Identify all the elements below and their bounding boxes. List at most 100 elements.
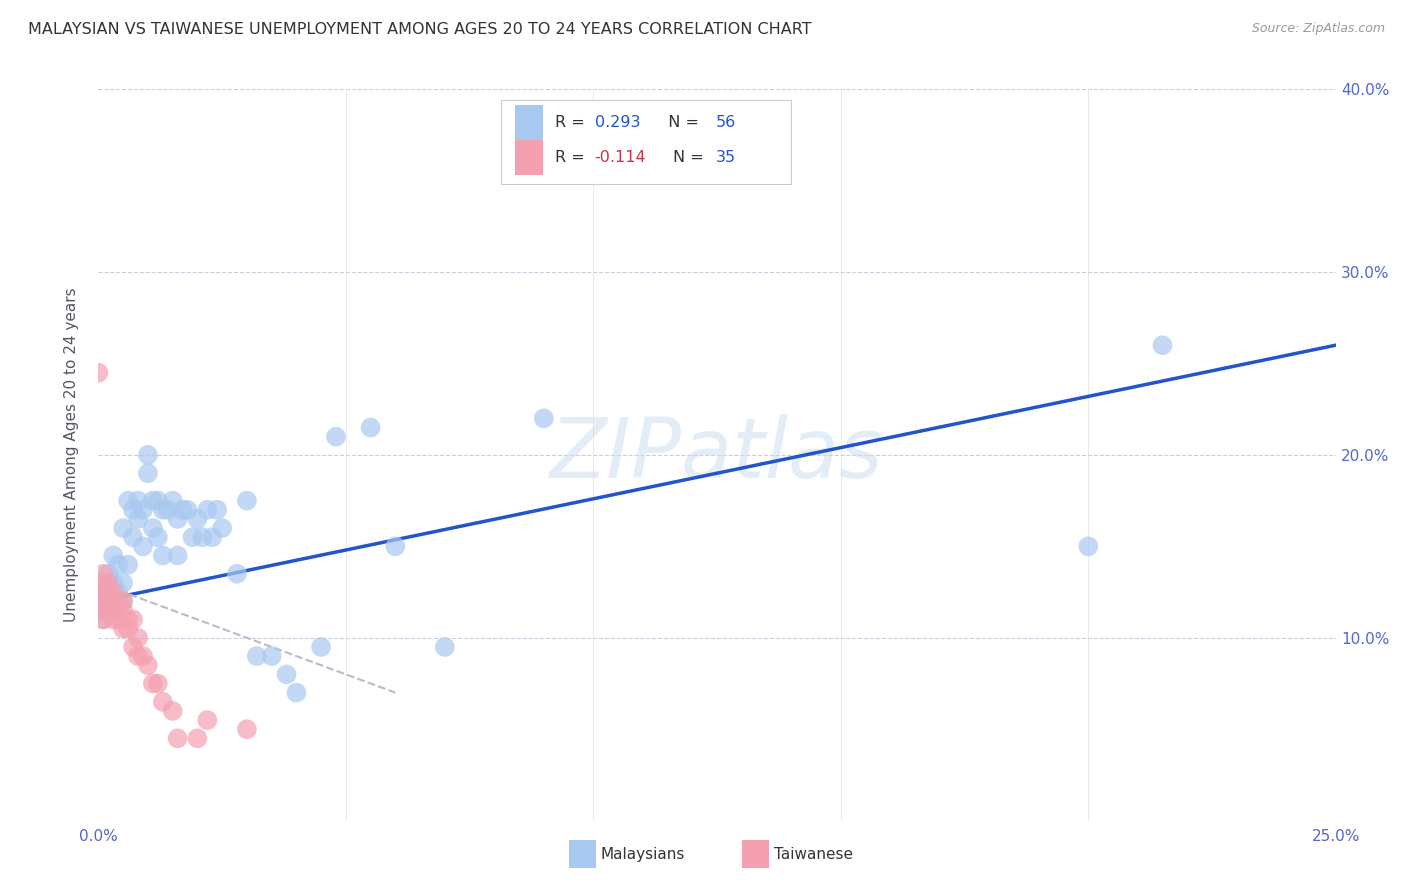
Point [166,512,188,526]
Text: N =: N = [658,114,704,129]
Point [107,613,129,627]
Point [97,576,120,591]
Point [146,493,169,508]
Point [97,603,120,617]
Text: R =: R = [555,150,591,165]
Point [152,502,174,516]
Point [162,493,184,508]
Point [93,585,115,599]
Point [93,585,115,599]
Point [112,603,135,617]
Point [146,530,169,544]
Point [142,493,165,508]
Point [285,685,308,699]
Point [172,502,194,516]
Point [132,649,155,664]
Point [156,502,179,516]
Point [97,603,120,617]
Point [93,613,115,627]
Point [87,576,110,591]
Bar [516,104,543,140]
Point [122,640,145,654]
Point [87,366,110,380]
Point [186,731,208,746]
Point [181,530,204,544]
Point [103,576,125,591]
Point [186,512,208,526]
Point [103,585,125,599]
Point [152,549,174,563]
Point [146,676,169,690]
Point [195,713,218,727]
Point [112,594,135,608]
Text: Malaysians: Malaysians [600,847,685,862]
Point [122,502,145,516]
Point [97,585,120,599]
Point [117,558,139,572]
Point [142,676,165,690]
Bar [568,840,596,868]
Point [1152,338,1174,352]
Point [93,566,115,581]
Point [103,603,125,617]
Point [107,594,129,608]
Point [201,530,224,544]
Text: ZIPatlas: ZIPatlas [550,415,884,495]
Point [93,613,115,627]
Text: Taiwanese: Taiwanese [773,847,853,862]
Y-axis label: Unemployment Among Ages 20 to 24 years: Unemployment Among Ages 20 to 24 years [65,287,79,623]
Point [136,658,159,673]
Text: R =: R = [555,114,591,129]
Point [226,566,249,581]
Point [112,576,135,591]
Point [97,566,120,581]
Point [132,502,155,516]
Point [166,731,188,746]
Text: 0.293: 0.293 [595,114,640,129]
Text: N =: N = [672,150,709,165]
Point [112,622,135,636]
Point [97,594,120,608]
Point [132,539,155,553]
Point [117,493,139,508]
Point [117,622,139,636]
Point [325,430,347,444]
Point [142,521,165,535]
Text: Source: ZipAtlas.com: Source: ZipAtlas.com [1251,22,1385,36]
Point [127,649,149,664]
Text: -0.114: -0.114 [595,150,647,165]
Point [166,549,188,563]
Point [176,502,198,516]
Point [117,613,139,627]
Text: 56: 56 [716,114,737,129]
Point [136,466,159,480]
FancyBboxPatch shape [501,100,792,185]
Point [103,603,125,617]
Point [309,640,332,654]
Point [260,649,283,664]
Text: MALAYSIAN VS TAIWANESE UNEMPLOYMENT AMONG AGES 20 TO 24 YEARS CORRELATION CHART: MALAYSIAN VS TAIWANESE UNEMPLOYMENT AMON… [28,22,811,37]
Point [236,493,259,508]
Point [127,631,149,645]
Point [103,594,125,608]
Point [127,493,149,508]
Point [103,613,125,627]
Point [103,549,125,563]
Point [136,448,159,462]
Point [107,558,129,572]
Point [533,411,555,425]
Point [195,502,218,516]
Point [246,649,269,664]
Point [93,594,115,608]
Point [433,640,456,654]
Point [205,502,228,516]
Bar [516,140,543,175]
Point [384,539,406,553]
Point [191,530,214,544]
Point [211,521,233,535]
Point [236,723,259,737]
Point [276,667,298,681]
Point [112,521,135,535]
Point [87,603,110,617]
Point [162,704,184,718]
